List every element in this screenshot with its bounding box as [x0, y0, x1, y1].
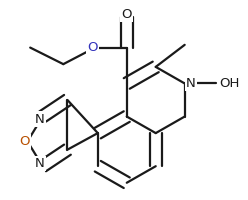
Text: N: N [35, 113, 45, 126]
Text: OH: OH [219, 77, 240, 90]
Text: O: O [19, 135, 30, 148]
Text: O: O [122, 8, 132, 21]
Text: N: N [35, 157, 45, 170]
Text: O: O [87, 41, 97, 54]
Text: N: N [186, 77, 196, 90]
